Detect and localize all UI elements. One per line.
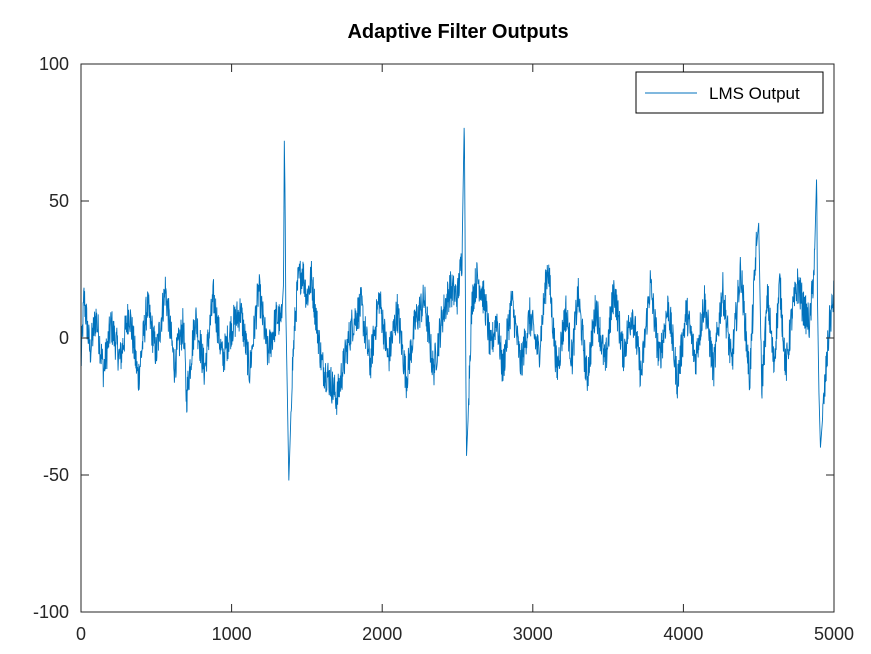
y-tick-label: 100 [39, 54, 69, 74]
chart-title: Adaptive Filter Outputs [347, 21, 568, 43]
y-tick-label: 0 [59, 328, 69, 348]
x-tick-label: 0 [76, 624, 86, 644]
y-tick-label: -100 [33, 602, 69, 622]
y-tick-label: -50 [43, 465, 69, 485]
x-tick-label: 3000 [513, 624, 553, 644]
legend-label: LMS Output [709, 84, 800, 103]
x-tick-label: 1000 [212, 624, 252, 644]
y-tick-label: 50 [49, 191, 69, 211]
plot-layer [80, 127, 835, 481]
x-tick-label: 4000 [663, 624, 703, 644]
x-tick-label: 5000 [814, 624, 854, 644]
series-line-1 [80, 127, 835, 481]
legend: LMS Output [635, 71, 824, 114]
x-tick-label: 2000 [362, 624, 402, 644]
axes-layer: 0 1000 2000 3000 4000 5000 -100 -50 0 50 100 [33, 54, 854, 644]
